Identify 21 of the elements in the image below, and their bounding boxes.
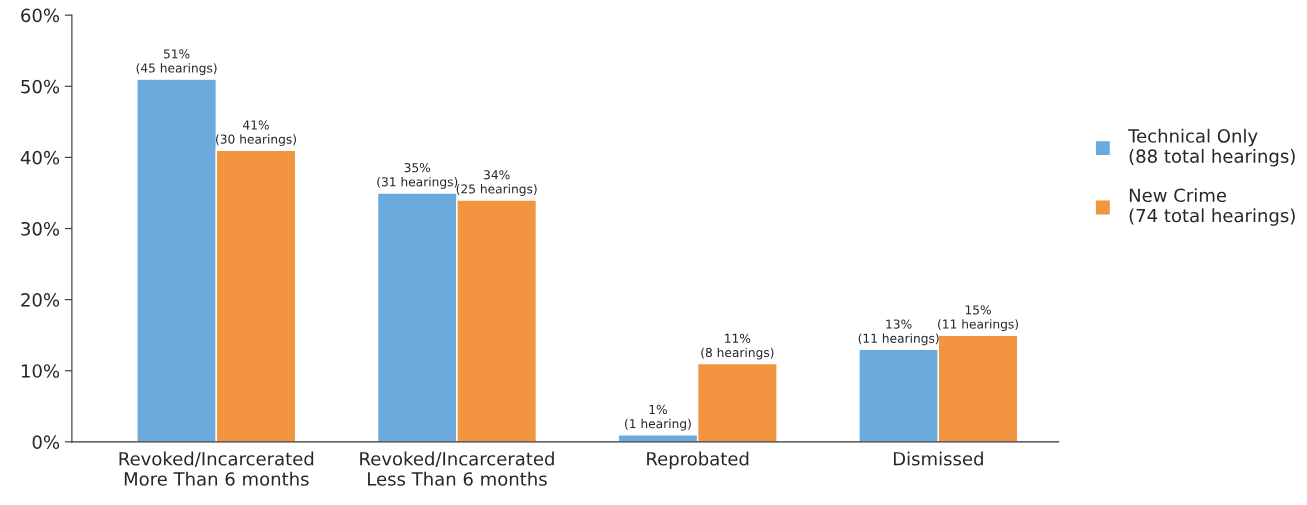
- data-label: 11% (8 hearings): [701, 333, 774, 360]
- data-label: 51% (45 hearings): [136, 49, 217, 75]
- x-tick-label: Revoked/Incarcerated Less Than 6 months: [360, 451, 554, 486]
- legend-label: Technical Only (88 total hearings): [1128, 128, 1295, 167]
- data-label: 35% (31 hearings): [377, 163, 458, 189]
- y-tick-label: 40%: [20, 150, 60, 165]
- x-tick-label: Dismissed: [893, 451, 983, 466]
- x-tick-label: Revoked/Incarcerated More Than 6 months: [119, 451, 314, 486]
- x-tick-label: Reprobated: [647, 451, 749, 470]
- y-tick-label: 60%: [21, 8, 60, 23]
- y-tick-label: 10%: [21, 364, 60, 378]
- y-tick-label: 0%: [32, 435, 60, 449]
- data-label: 13% (11 hearings): [858, 319, 939, 346]
- y-tick-label: 50%: [21, 79, 60, 94]
- data-label: 15% (11 hearings): [938, 305, 1018, 332]
- y-tick-label: 30%: [21, 221, 60, 236]
- y-tick-label: 20%: [21, 293, 60, 307]
- data-label: 1% (1 hearing): [625, 404, 691, 431]
- data-label: 34% (25 hearings): [456, 170, 537, 196]
- legend-label: New Crime (74 total hearings): [1129, 188, 1295, 226]
- data-label: 41% (30 hearings): [216, 120, 296, 147]
